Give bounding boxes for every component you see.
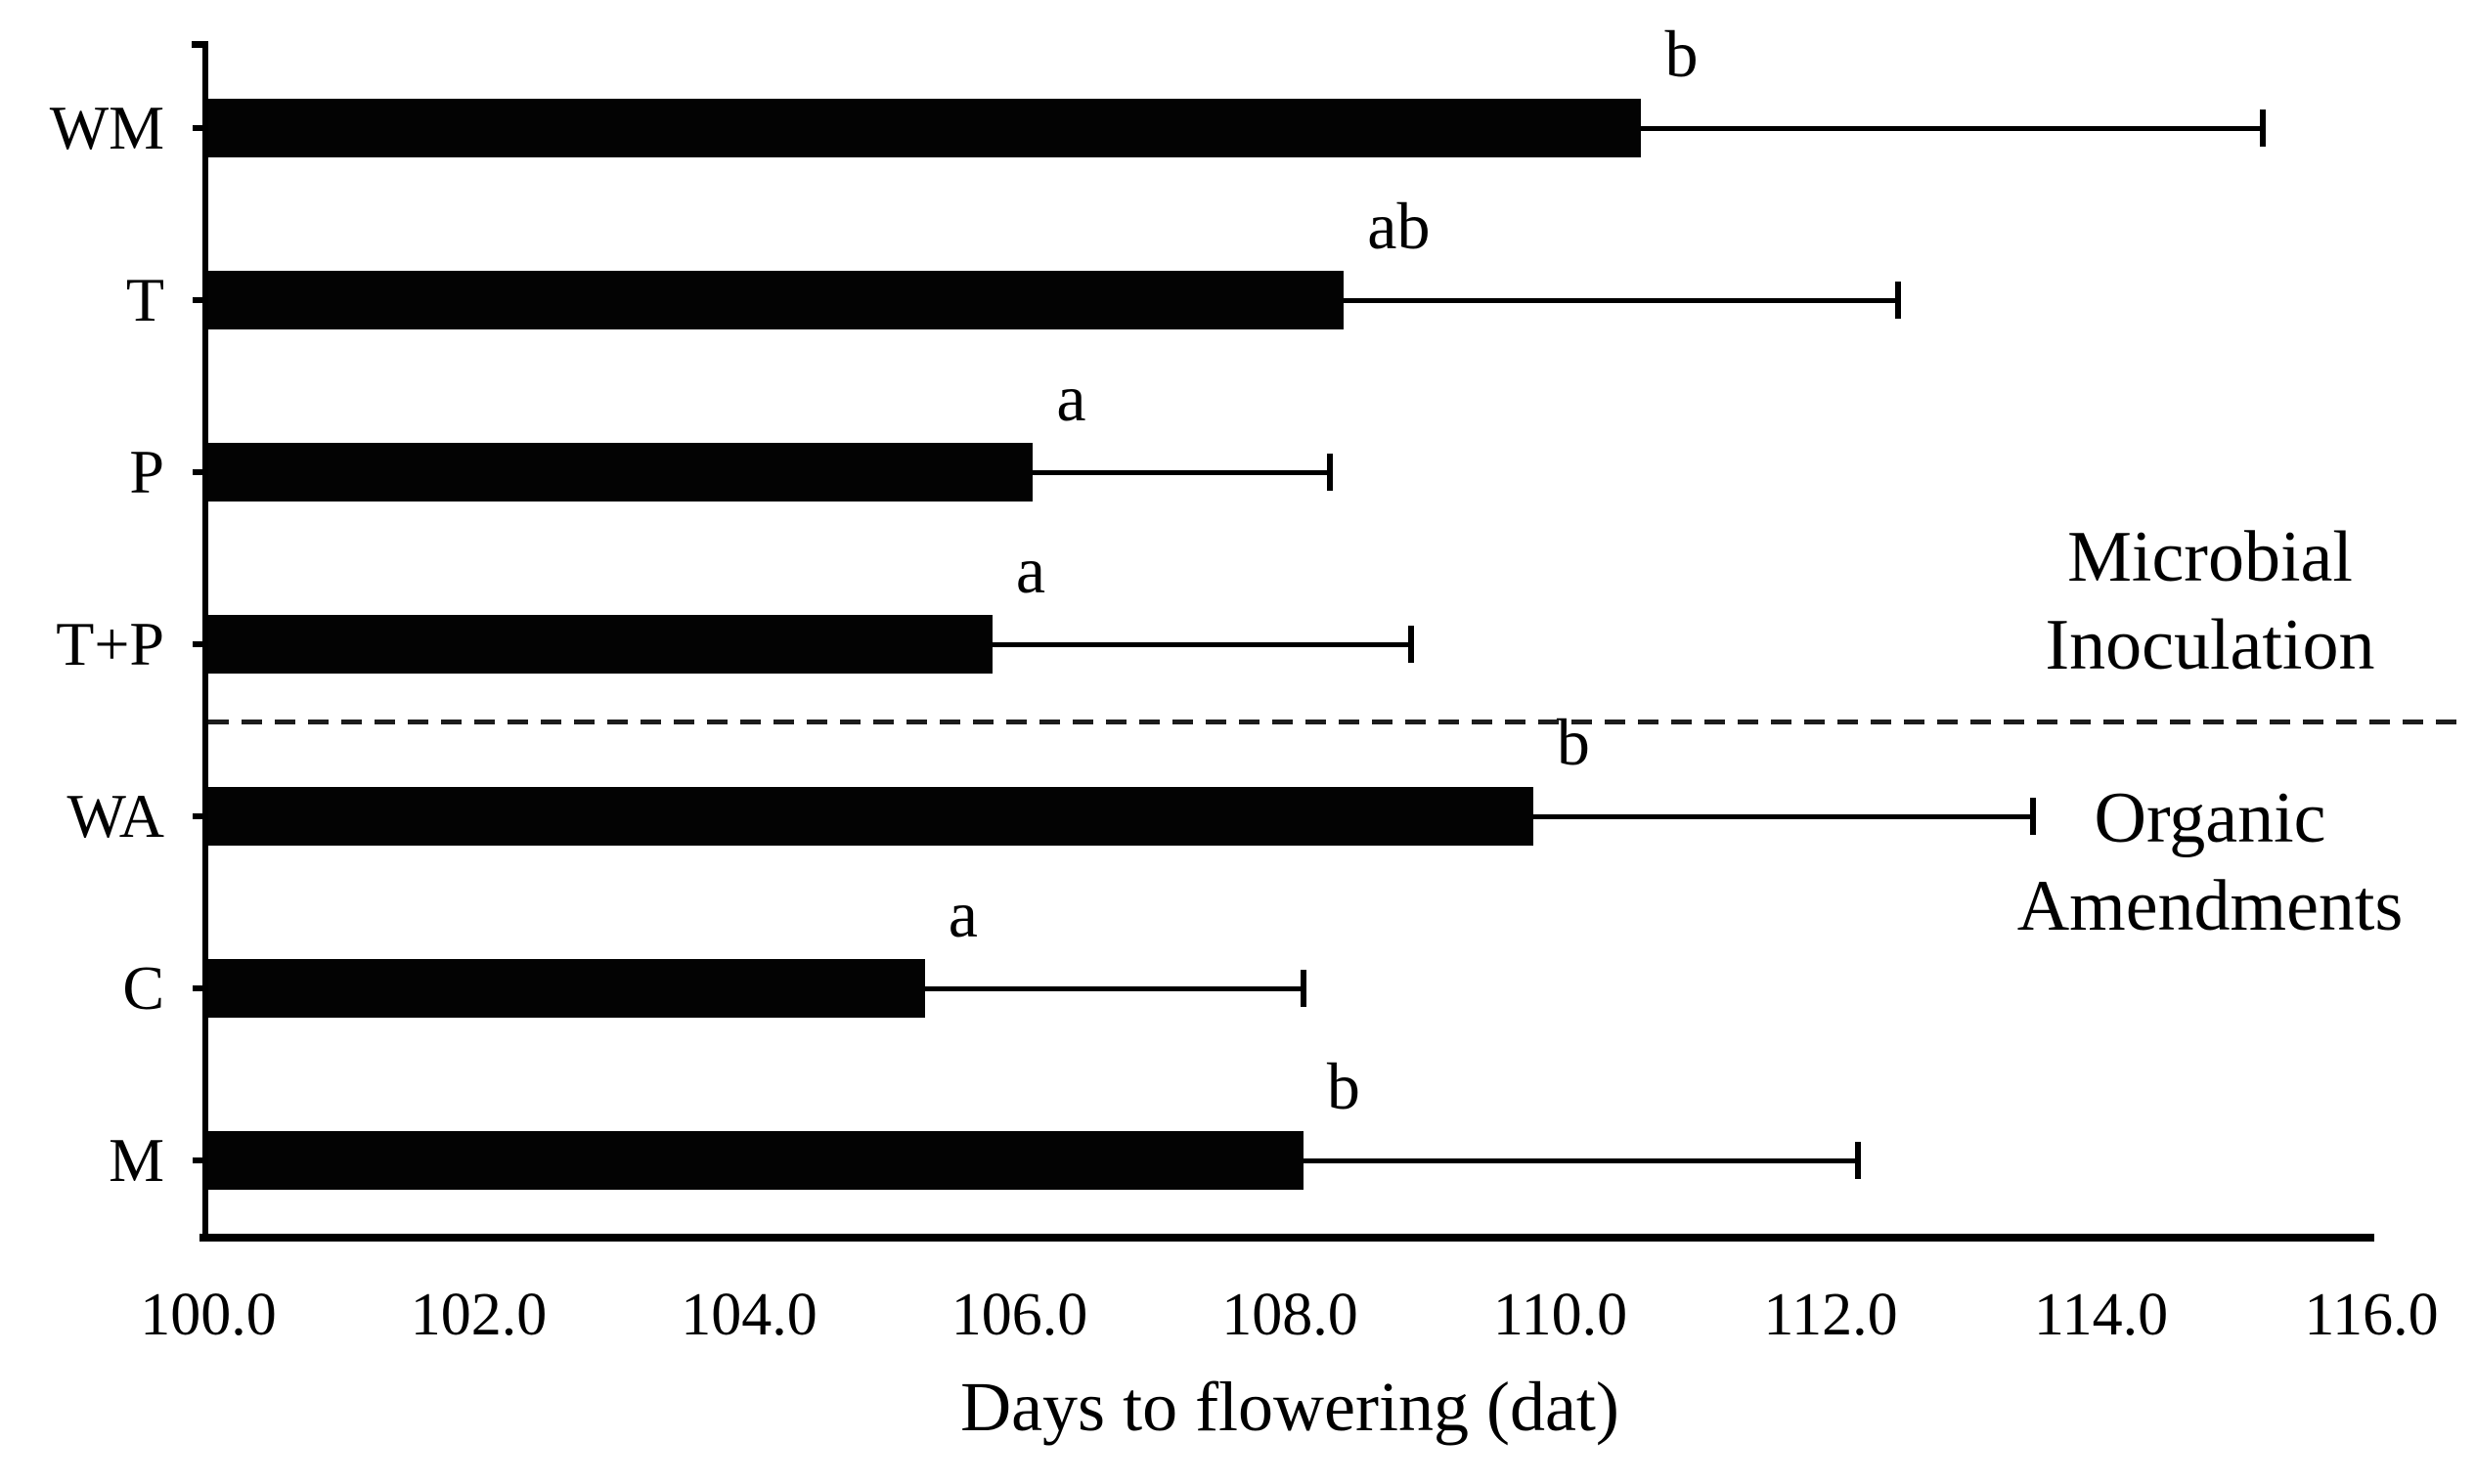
group-separator-dashed-line (208, 720, 2462, 724)
group-label-line: Microbial (2067, 517, 2353, 597)
bar-wm (208, 99, 1642, 157)
y-axis-tick (193, 813, 207, 819)
bar-wa (208, 787, 1533, 846)
category-label-wm: WM (49, 93, 164, 162)
y-axis-tick (193, 297, 207, 303)
category-label-m: M (109, 1125, 164, 1195)
x-axis-line (199, 1234, 2374, 1242)
error-bar-line (1033, 469, 1331, 475)
y-axis-tick (193, 641, 207, 647)
error-bar-line (992, 641, 1412, 647)
error-bar-cap (1327, 454, 1334, 491)
x-axis-tick-label: 110.0 (1492, 1282, 1628, 1348)
y-axis-tick (193, 1157, 207, 1163)
y-axis-tick (193, 469, 207, 475)
significance-letter: b (1664, 17, 1699, 91)
error-bar-cap (1408, 626, 1415, 663)
x-axis-tick-label: 102.0 (410, 1282, 548, 1348)
x-axis-tick-label: 112.0 (1763, 1282, 1898, 1348)
x-axis-tick-label: 108.0 (1221, 1282, 1358, 1348)
error-bar-cap (2260, 109, 2267, 147)
x-axis-tick-label: 116.0 (2304, 1282, 2439, 1348)
error-bar-cap (1854, 1142, 1861, 1179)
category-label-p: P (129, 437, 164, 506)
error-bar-line (1344, 297, 1899, 303)
y-axis-end-tick (192, 41, 208, 48)
error-bar-line (1532, 813, 2034, 819)
group-label-line: Organic (2094, 778, 2326, 858)
error-bar-cap (2030, 798, 2037, 835)
group-label-microbial-inoculation: Microbial Inoculation (1956, 513, 2464, 689)
bar-t (208, 271, 1345, 329)
bar-p (208, 443, 1034, 502)
category-label-t: T (125, 265, 164, 334)
significance-letter: ab (1367, 189, 1431, 263)
bar-c (208, 959, 925, 1018)
significance-letter: b (1326, 1049, 1360, 1123)
group-label-line: Inoculation (2045, 605, 2375, 685)
bar-m (208, 1131, 1304, 1190)
significance-letter: a (948, 877, 978, 951)
x-axis-tick-label: 100.0 (140, 1282, 277, 1348)
y-axis-tick (193, 985, 207, 991)
x-axis-tick-label: 106.0 (950, 1282, 1088, 1348)
error-bar-line (1641, 125, 2264, 131)
error-bar-cap (1300, 970, 1306, 1007)
significance-letter: a (1015, 533, 1046, 607)
significance-letter: a (1056, 361, 1086, 435)
category-label-c: C (122, 953, 164, 1023)
x-axis-title: Days to flowering (dat) (960, 1368, 1619, 1446)
group-label-organic-amendments: Organic Amendments (1956, 774, 2464, 950)
category-label-wa: WA (66, 781, 164, 851)
error-bar-cap (1895, 282, 1902, 319)
y-axis-tick (193, 125, 207, 131)
significance-letter: b (1556, 705, 1590, 779)
x-axis-tick-label: 114.0 (2033, 1282, 2169, 1348)
bar-t-p (208, 615, 993, 674)
category-label-t-p: T+P (56, 609, 164, 678)
x-axis-tick-label: 104.0 (681, 1282, 818, 1348)
error-bar-line (924, 985, 1304, 991)
error-bar-line (1303, 1157, 1858, 1163)
group-label-line: Amendments (2016, 866, 2404, 946)
